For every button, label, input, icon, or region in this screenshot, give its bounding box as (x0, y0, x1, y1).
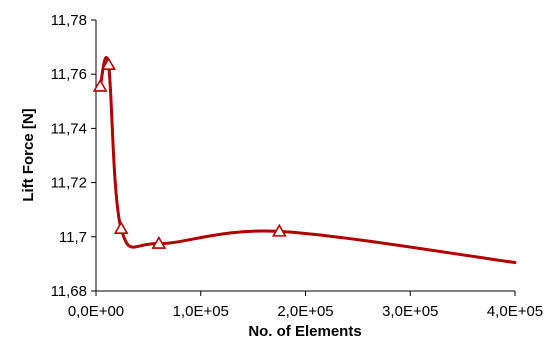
y-tick-group: 11,68 11,7 11,72 11,74 11,76 11,78 (51, 12, 96, 300)
y-tick-label: 11,72 (51, 175, 87, 192)
data-point-marker (151, 235, 167, 249)
y-tick-label: 11,76 (51, 66, 87, 83)
data-point-marker (271, 223, 287, 237)
series-line-lift-force (98, 55, 517, 265)
data-point-marker (101, 57, 116, 71)
y-tick-label: 11,74 (51, 120, 87, 137)
data-point-marker (113, 221, 129, 234)
x-tick-label: 1,0E+05 (173, 303, 229, 320)
marker-group (92, 57, 287, 249)
x-tick-label: 0,0E+00 (68, 303, 124, 320)
x-tick-group: 0,0E+00 1,0E+05 2,0E+05 3,0E+05 4,0E+05 (68, 291, 543, 320)
data-point-marker (92, 78, 108, 92)
x-tick-label: 4,0E+05 (487, 303, 543, 320)
y-tick-label: 11,78 (51, 12, 87, 29)
y-axis-title: Lift Force [N] (20, 108, 37, 201)
plot-area: 11,68 11,7 11,72 11,74 11,76 11,78 0,0E+00 1,0… (51, 12, 544, 320)
y-tick-label: 11,7 (59, 229, 87, 246)
x-tick-label: 3,0E+05 (382, 303, 438, 320)
x-axis-title: No. of Elements (248, 323, 361, 340)
x-tick-label: 2,0E+05 (277, 303, 333, 320)
y-tick-label: 11,68 (51, 283, 87, 300)
